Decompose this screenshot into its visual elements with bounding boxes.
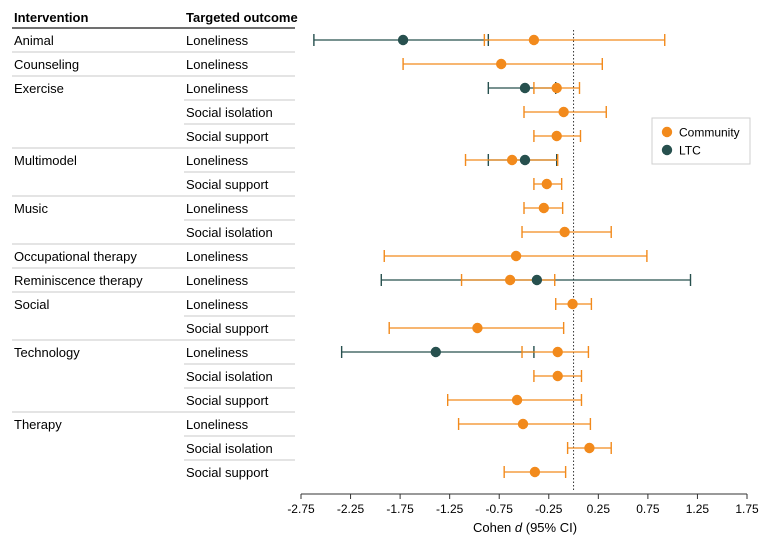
outcome-label: Social support bbox=[186, 393, 269, 408]
community-point bbox=[510, 250, 522, 262]
x-axis-label-symbol: d bbox=[515, 520, 523, 535]
community-point bbox=[552, 370, 563, 382]
community-ci bbox=[483, 34, 666, 46]
legend-label-ltc: LTC bbox=[679, 144, 701, 158]
x-tick-label: 0.25 bbox=[587, 502, 611, 516]
x-tick-label: -0.25 bbox=[535, 502, 563, 516]
x-axis-label-suffix: (95% CI) bbox=[522, 520, 577, 535]
legend-marker-community bbox=[661, 126, 673, 138]
community-point bbox=[538, 202, 550, 214]
intervention-label: Occupational therapy bbox=[14, 249, 137, 264]
community-point bbox=[529, 466, 541, 478]
intervention-label: Animal bbox=[14, 33, 54, 48]
outcome-label: Loneliness bbox=[186, 417, 249, 432]
outcome-label: Loneliness bbox=[186, 201, 249, 216]
outcome-label: Loneliness bbox=[186, 57, 249, 72]
community-point bbox=[528, 34, 540, 46]
outcome-label: Social isolation bbox=[186, 225, 273, 240]
community-point bbox=[504, 274, 516, 286]
outcome-label: Social support bbox=[186, 321, 269, 336]
intervention-label: Social bbox=[14, 297, 50, 312]
outcome-label: Social isolation bbox=[186, 105, 273, 120]
x-axis-label: Cohen d (95% CI) bbox=[473, 520, 577, 535]
x-tick-label: -0.75 bbox=[486, 502, 514, 516]
intervention-label: Therapy bbox=[14, 417, 62, 432]
outcome-label: Loneliness bbox=[186, 33, 249, 48]
community-point bbox=[496, 58, 507, 70]
legend-label-community: Community bbox=[679, 126, 740, 140]
x-axis-label-prefix: Cohen bbox=[473, 520, 515, 535]
community-point bbox=[541, 178, 552, 190]
table-rows: Animal Loneliness Counseling Loneliness Exer… bbox=[12, 33, 295, 480]
ltc-point bbox=[397, 34, 409, 46]
outcome-label: Social isolation bbox=[186, 441, 273, 456]
header-intervention: Intervention bbox=[14, 10, 88, 25]
ltc-point bbox=[519, 154, 531, 166]
x-tick-label: 1.75 bbox=[735, 502, 759, 516]
intervention-label: Technology bbox=[14, 345, 80, 360]
community-point bbox=[472, 322, 483, 334]
ltc-point bbox=[519, 82, 531, 94]
community-point bbox=[551, 130, 562, 142]
x-axis: -2.75 -2.25 -1.75 -1.25 -0.75 -0.25 0.25 0.75 1.… bbox=[287, 493, 759, 516]
outcome-label: Loneliness bbox=[186, 81, 249, 96]
intervention-label: Music bbox=[14, 201, 48, 216]
outcome-label: Social support bbox=[186, 177, 269, 192]
header-targeted-outcome: Targeted outcome bbox=[186, 10, 298, 25]
community-point bbox=[559, 226, 570, 238]
x-tick-label: -2.25 bbox=[337, 502, 365, 516]
community-point bbox=[552, 346, 563, 358]
legend-marker-ltc bbox=[661, 144, 673, 156]
outcome-label: Social isolation bbox=[186, 369, 273, 384]
community-point bbox=[511, 394, 523, 406]
community-point bbox=[506, 154, 518, 166]
community-point bbox=[517, 418, 529, 430]
intervention-label: Multimodel bbox=[14, 153, 77, 168]
community-point bbox=[558, 106, 569, 118]
x-tick-label: -1.75 bbox=[386, 502, 414, 516]
x-tick-label: -1.25 bbox=[436, 502, 464, 516]
x-tick-label: -2.75 bbox=[287, 502, 315, 516]
outcome-label: Loneliness bbox=[186, 153, 249, 168]
outcome-label: Loneliness bbox=[186, 249, 249, 264]
outcome-label: Loneliness bbox=[186, 345, 249, 360]
outcome-label: Loneliness bbox=[186, 273, 249, 288]
x-tick-label: 1.25 bbox=[686, 502, 710, 516]
outcome-label: Loneliness bbox=[186, 297, 249, 312]
intervention-label: Exercise bbox=[14, 81, 64, 96]
outcome-label: Social support bbox=[186, 465, 269, 480]
legend: Community LTC bbox=[651, 117, 751, 165]
legend-box bbox=[651, 117, 751, 165]
ltc-point bbox=[531, 274, 543, 286]
intervention-label: Reminiscence therapy bbox=[14, 273, 143, 288]
outcome-label: Social support bbox=[186, 129, 269, 144]
ltc-point bbox=[430, 346, 441, 358]
plot-marks bbox=[313, 30, 692, 492]
intervention-label: Counseling bbox=[14, 57, 79, 72]
community-point bbox=[567, 298, 578, 310]
community-point bbox=[584, 442, 595, 454]
community-point bbox=[551, 82, 562, 94]
x-tick-label: 0.75 bbox=[636, 502, 660, 516]
